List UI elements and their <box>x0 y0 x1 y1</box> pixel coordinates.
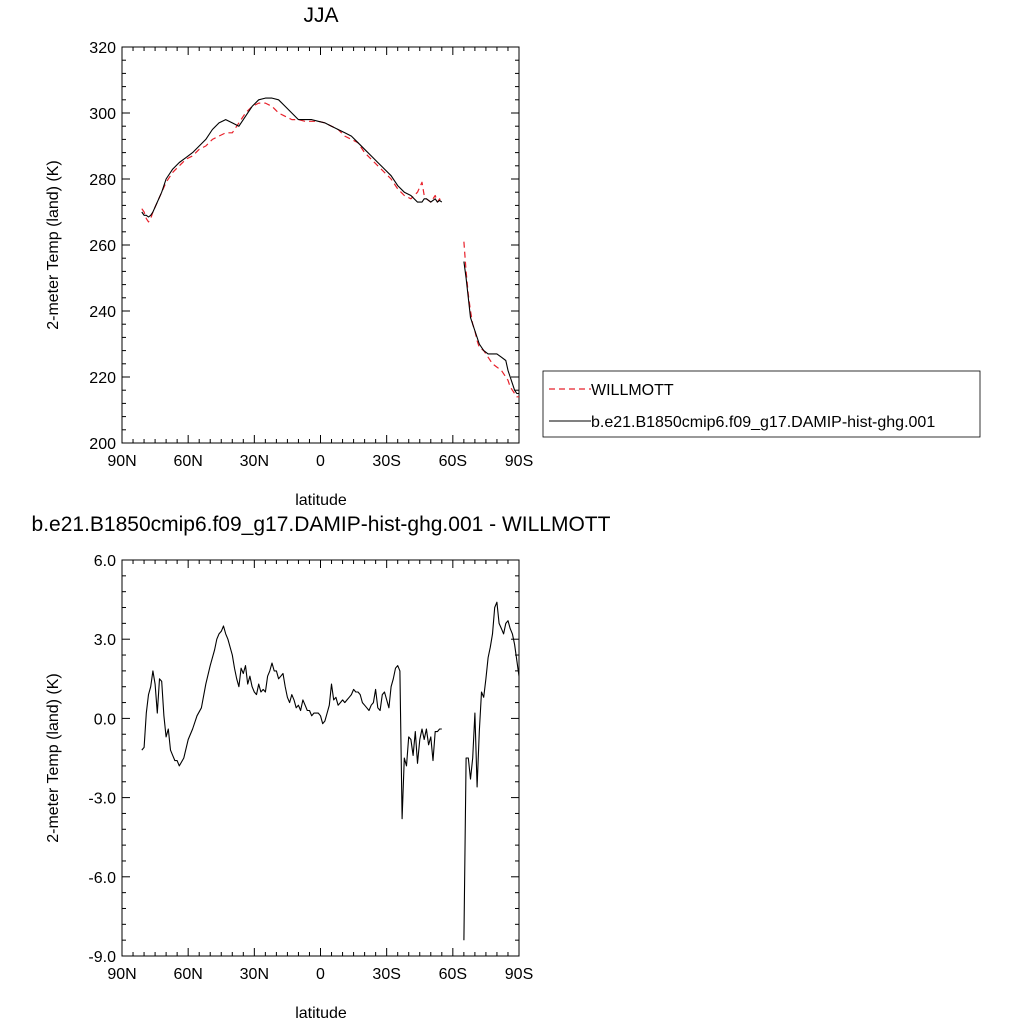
top-y-ticks: 200 220 240 260 280 300 320 <box>89 40 519 453</box>
bottom-plot-frame <box>121 559 520 957</box>
bottom-panel: b.e21.B1850cmip6.f09_g17.DAMIP-hist-ghg.… <box>32 513 611 1022</box>
legend-label-willmott: WILLMOTT <box>591 382 674 399</box>
top-x-ticks: 90N 60N 30N 0 30S 60S 90S <box>107 47 533 470</box>
bottom-x-tick-label: 60S <box>439 966 467 983</box>
top-x-tick-label: 60S <box>439 453 467 470</box>
top-panel: JJA 90N 60N 30N 0 30S 60S 90S 200 220 240 260 280 3… <box>45 4 533 509</box>
top-y-tick-label: 260 <box>89 238 116 255</box>
top-plot-frame <box>121 46 520 444</box>
top-chart-title: JJA <box>303 4 338 27</box>
legend: WILLMOTT b.e21.B1850cmip6.f09_g17.DAMIP-… <box>542 370 981 438</box>
bottom-x-tick-label: 60N <box>173 966 202 983</box>
top-y-tick-label: 240 <box>89 304 116 321</box>
top-series-1-segment-2 <box>463 241 519 398</box>
bottom-y-tick-label: 3.0 <box>94 632 116 649</box>
bottom-x-ticks: 90N 60N 30N 0 30S 60S 90S <box>107 560 533 983</box>
top-x-axis-label: latitude <box>295 492 347 509</box>
bottom-x-tick-label: 30N <box>240 966 269 983</box>
top-y-tick-label: 320 <box>89 40 116 57</box>
top-y-axis-label: 2-meter Temp (land) (K) <box>45 160 62 330</box>
bottom-chart-title: b.e21.B1850cmip6.f09_g17.DAMIP-hist-ghg.… <box>32 513 611 536</box>
bottom-x-tick-label: 0 <box>316 966 325 983</box>
bottom-y-tick-label: 6.0 <box>94 553 116 570</box>
top-series-2-segment-2 <box>463 261 519 395</box>
top-x-tick-label: 30S <box>372 453 400 470</box>
legend-box <box>542 370 981 438</box>
top-x-tick-label: 90S <box>505 453 533 470</box>
top-y-tick-label: 300 <box>89 106 116 123</box>
bottom-series-1-segment-2 <box>463 601 520 941</box>
top-y-tick-label: 220 <box>89 370 116 387</box>
bottom-x-tick-label: 90N <box>107 966 136 983</box>
top-series-1-segment-1 <box>141 102 443 223</box>
bottom-series-1-segment-1 <box>141 625 442 820</box>
bottom-y-ticks: -9.0 -6.0 -3.0 0.0 3.0 6.0 <box>88 553 519 966</box>
top-x-tick-label: 30N <box>240 453 269 470</box>
bottom-y-axis-label: 2-meter Temp (land) (K) <box>45 673 62 843</box>
bottom-x-tick-label: 90S <box>505 966 533 983</box>
bottom-y-tick-label: -6.0 <box>88 870 116 887</box>
top-x-tick-label: 90N <box>107 453 136 470</box>
top-y-tick-label: 200 <box>89 436 116 453</box>
top-series-lines <box>141 97 519 398</box>
bottom-series-lines <box>141 601 520 941</box>
bottom-x-axis-label: latitude <box>295 1005 347 1022</box>
top-x-tick-label: 0 <box>316 453 325 470</box>
bottom-y-tick-label: -3.0 <box>88 791 116 808</box>
legend-label-model: b.e21.B1850cmip6.f09_g17.DAMIP-hist-ghg.… <box>591 414 935 431</box>
bottom-y-tick-label: 0.0 <box>94 711 116 728</box>
top-x-tick-label: 60N <box>173 453 202 470</box>
top-y-tick-label: 280 <box>89 172 116 189</box>
bottom-y-tick-label: -9.0 <box>88 949 116 966</box>
bottom-x-tick-label: 30S <box>372 966 400 983</box>
top-series-2-segment-1 <box>141 97 443 218</box>
